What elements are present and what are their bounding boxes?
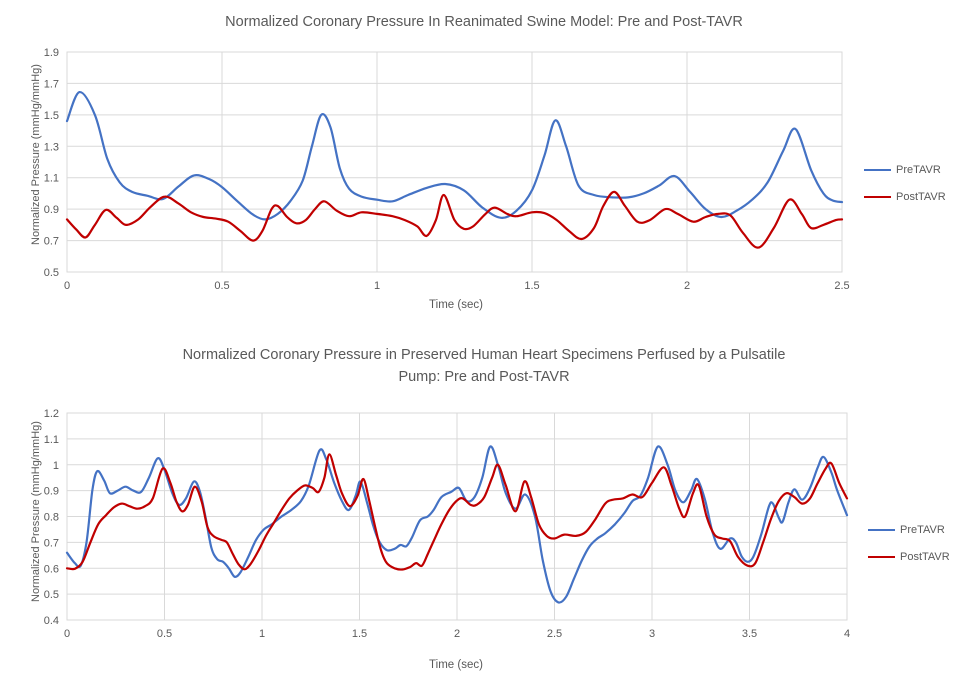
x-tick-label: 2 — [454, 628, 460, 640]
y-tick-label: 1.1 — [44, 173, 59, 185]
y-tick-label: 0.6 — [44, 563, 59, 575]
x-tick-label: 2.5 — [834, 280, 849, 292]
legend-label: PreTAVR — [896, 163, 941, 176]
y-tick-label: 1.2 — [44, 408, 59, 420]
y-tick-label: 0.7 — [44, 537, 59, 549]
plot-border — [66, 51, 843, 273]
x-tick-label: 0 — [64, 280, 70, 292]
legend-item-pretavr: PreTAVR — [864, 160, 946, 179]
y-axis-title: Normalized Pressure (mmHg/mmHg) — [30, 64, 42, 245]
series-line-pretavr — [65, 445, 849, 604]
y-tick-label: 0.7 — [44, 236, 59, 248]
y-axis-title: Normalized Pressure (mmHg/mmHg) — [30, 421, 42, 602]
x-tick-label: 1 — [259, 628, 265, 640]
y-tick-label: 0.8 — [44, 512, 59, 524]
series-line-posttavr — [65, 453, 849, 571]
pretavr-line-swatch — [864, 168, 891, 171]
chart-title-line-2: Pump: Pre and Post-TAVR — [398, 369, 570, 385]
posttavr-line-swatch — [868, 555, 895, 558]
legend-item-posttavr: PostTAVR — [864, 187, 946, 206]
posttavr-line-swatch — [864, 195, 891, 198]
y-tick-label: 1.7 — [44, 78, 59, 90]
chart-title-line-1: Normalized Coronary Pressure in Preserve… — [182, 347, 786, 363]
series-line-posttavr — [65, 190, 844, 249]
x-tick-label: 0.5 — [214, 280, 229, 292]
legend: PreTAVR PostTAVR — [864, 160, 946, 206]
legend-item-pretavr: PreTAVR — [868, 520, 950, 539]
x-tick-label: 0 — [64, 628, 70, 640]
y-tick-label: 1.3 — [44, 141, 59, 153]
x-tick-label: 1.5 — [352, 628, 367, 640]
x-axis-title: Time (sec) — [429, 299, 483, 311]
legend-label: PostTAVR — [896, 190, 946, 203]
y-tick-label: 0.9 — [44, 204, 59, 216]
x-axis-title: Time (sec) — [429, 659, 483, 671]
human-heart-plot-area: 0.4 0.5 0.6 0.7 0.8 0.9 1 1.1 1.2 0 0.5 1 1.5 2 2.5 3 3.… — [44, 408, 850, 640]
chart-title: Normalized Coronary Pressure In Reanimat… — [225, 14, 743, 30]
y-tick-label: 0.5 — [44, 589, 59, 601]
series-line-pretavr — [65, 91, 844, 221]
x-tick-label: 0.5 — [157, 628, 172, 640]
x-tick-label: 2.5 — [547, 628, 562, 640]
legend-label: PreTAVR — [900, 523, 945, 536]
x-tick-label: 2 — [684, 280, 690, 292]
legend-label: PostTAVR — [900, 550, 950, 563]
y-tick-label: 1.9 — [44, 47, 59, 59]
legend: PreTAVR PostTAVR — [868, 520, 950, 566]
x-tick-label: 3 — [649, 628, 655, 640]
swine-model-plot-area: 0.5 0.7 0.9 1.1 1.3 1.5 1.7 1.9 0 0.5 1 1.5 2 2.5 — [44, 47, 850, 292]
swine-model-chart: Normalized Coronary Pressure In Reanimat… — [0, 0, 968, 330]
legend-item-posttavr: PostTAVR — [868, 547, 950, 566]
y-tick-label: 1.1 — [44, 434, 59, 446]
y-tick-label: 1.5 — [44, 110, 59, 122]
pretavr-line-swatch — [868, 528, 895, 531]
chart-title: Normalized Coronary Pressure in Preserve… — [0, 344, 968, 388]
human-heart-chart: Normalized Coronary Pressure in Preserve… — [0, 330, 968, 693]
x-tick-label: 3.5 — [742, 628, 757, 640]
y-tick-label: 1 — [53, 460, 59, 472]
plot-border — [66, 412, 848, 621]
y-tick-label: 0.5 — [44, 267, 59, 279]
x-tick-label: 1.5 — [524, 280, 539, 292]
x-tick-label: 4 — [844, 628, 850, 640]
y-tick-label: 0.9 — [44, 486, 59, 498]
x-tick-label: 1 — [374, 280, 380, 292]
y-tick-label: 0.4 — [44, 615, 59, 627]
